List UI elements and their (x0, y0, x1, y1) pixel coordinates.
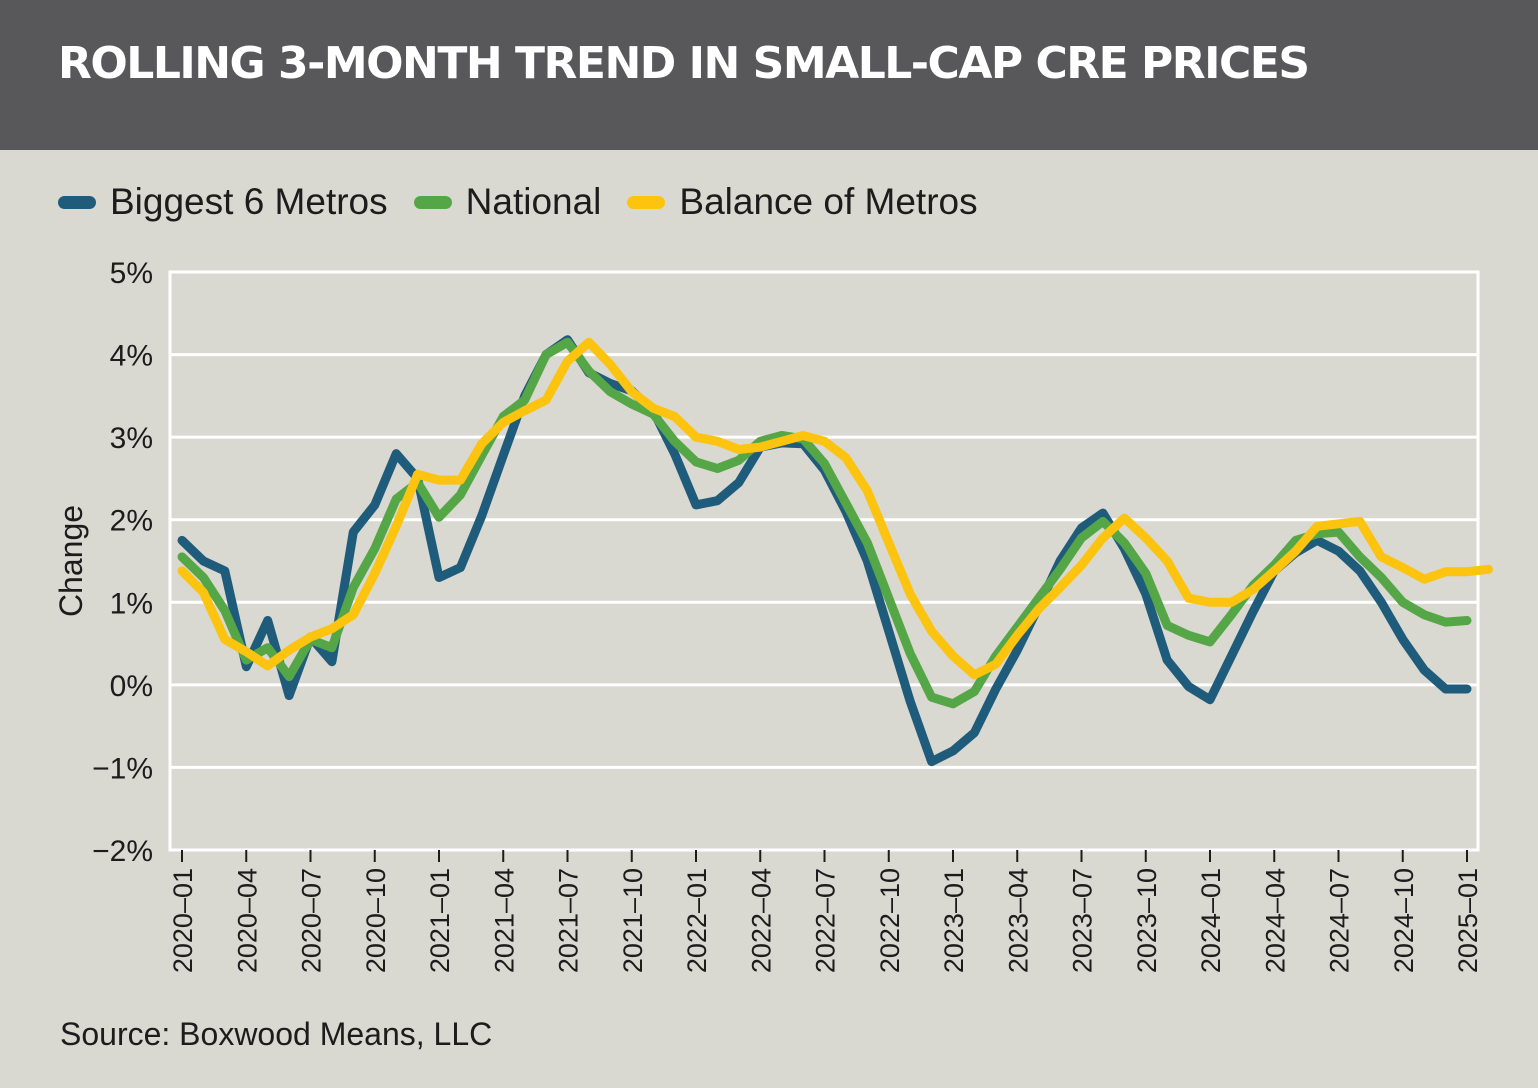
x-tick-label: 2024–04 (1260, 868, 1290, 973)
x-tick-label: 2022–01 (682, 868, 712, 973)
x-tick-label: 2023–07 (1068, 868, 1098, 973)
y-tick-label: 0% (110, 670, 153, 703)
y-axis-label: Change (53, 505, 89, 617)
x-tick-label: 2024–10 (1389, 868, 1419, 973)
source-note: Source: Boxwood Means, LLC (60, 1016, 493, 1052)
legend: Biggest 6 Metros National Balance of Met… (58, 178, 1004, 226)
x-tick-label: 2023–01 (939, 868, 969, 973)
legend-swatch-balance-of-metros (627, 195, 666, 209)
y-tick-label: 4% (110, 340, 153, 373)
y-tick-label: 3% (110, 422, 153, 455)
x-tick-label: 2022–07 (811, 868, 841, 973)
x-tick-label: 2021–01 (425, 868, 455, 973)
legend-item-national: National (413, 181, 602, 223)
y-tick-label: −2% (92, 835, 153, 868)
x-tick-label: 2021–07 (554, 868, 584, 973)
x-tick-label: 2023–10 (1132, 868, 1162, 973)
y-tick-label: −1% (92, 752, 153, 785)
chart-title: ROLLING 3-MONTH TREND IN SMALL-CAP CRE P… (58, 38, 1310, 89)
x-tick-label: 2021–04 (489, 868, 519, 973)
legend-label-balance-of-metros: Balance of Metros (679, 181, 978, 222)
x-tick-label: 2024–01 (1196, 868, 1226, 973)
y-tick-label: 2% (110, 505, 153, 538)
y-tick-label: 1% (110, 587, 153, 620)
x-tick-label: 2020–10 (361, 868, 391, 973)
legend-label-national: National (465, 181, 602, 222)
legend-swatch-national (413, 195, 452, 209)
x-tick-label: 2020–04 (232, 868, 262, 973)
series-line-balance-of-metros (177, 337, 1493, 680)
legend-item-biggest-6-metros: Biggest 6 Metros (58, 181, 388, 223)
x-tick-label: 2020–07 (297, 868, 327, 973)
x-tick-label: 2023–04 (1003, 868, 1033, 973)
x-tick-label: 2021–10 (618, 868, 648, 973)
legend-item-balance-of-metros: Balance of Metros (627, 181, 978, 223)
legend-swatch-biggest-6-metros (58, 195, 96, 209)
x-tick-label: 2020–01 (168, 868, 198, 973)
title-banner: ROLLING 3-MONTH TREND IN SMALL-CAP CRE P… (0, 0, 1538, 150)
x-tick-label: 2025–01 (1453, 868, 1483, 973)
x-tick-label: 2024–07 (1325, 868, 1355, 973)
x-tick-label: 2022–10 (875, 868, 905, 973)
x-tick-label: 2022–04 (746, 868, 776, 973)
y-tick-label: 5% (110, 257, 153, 290)
legend-label-biggest-6-metros: Biggest 6 Metros (110, 181, 388, 222)
series-line-national (177, 337, 1472, 709)
